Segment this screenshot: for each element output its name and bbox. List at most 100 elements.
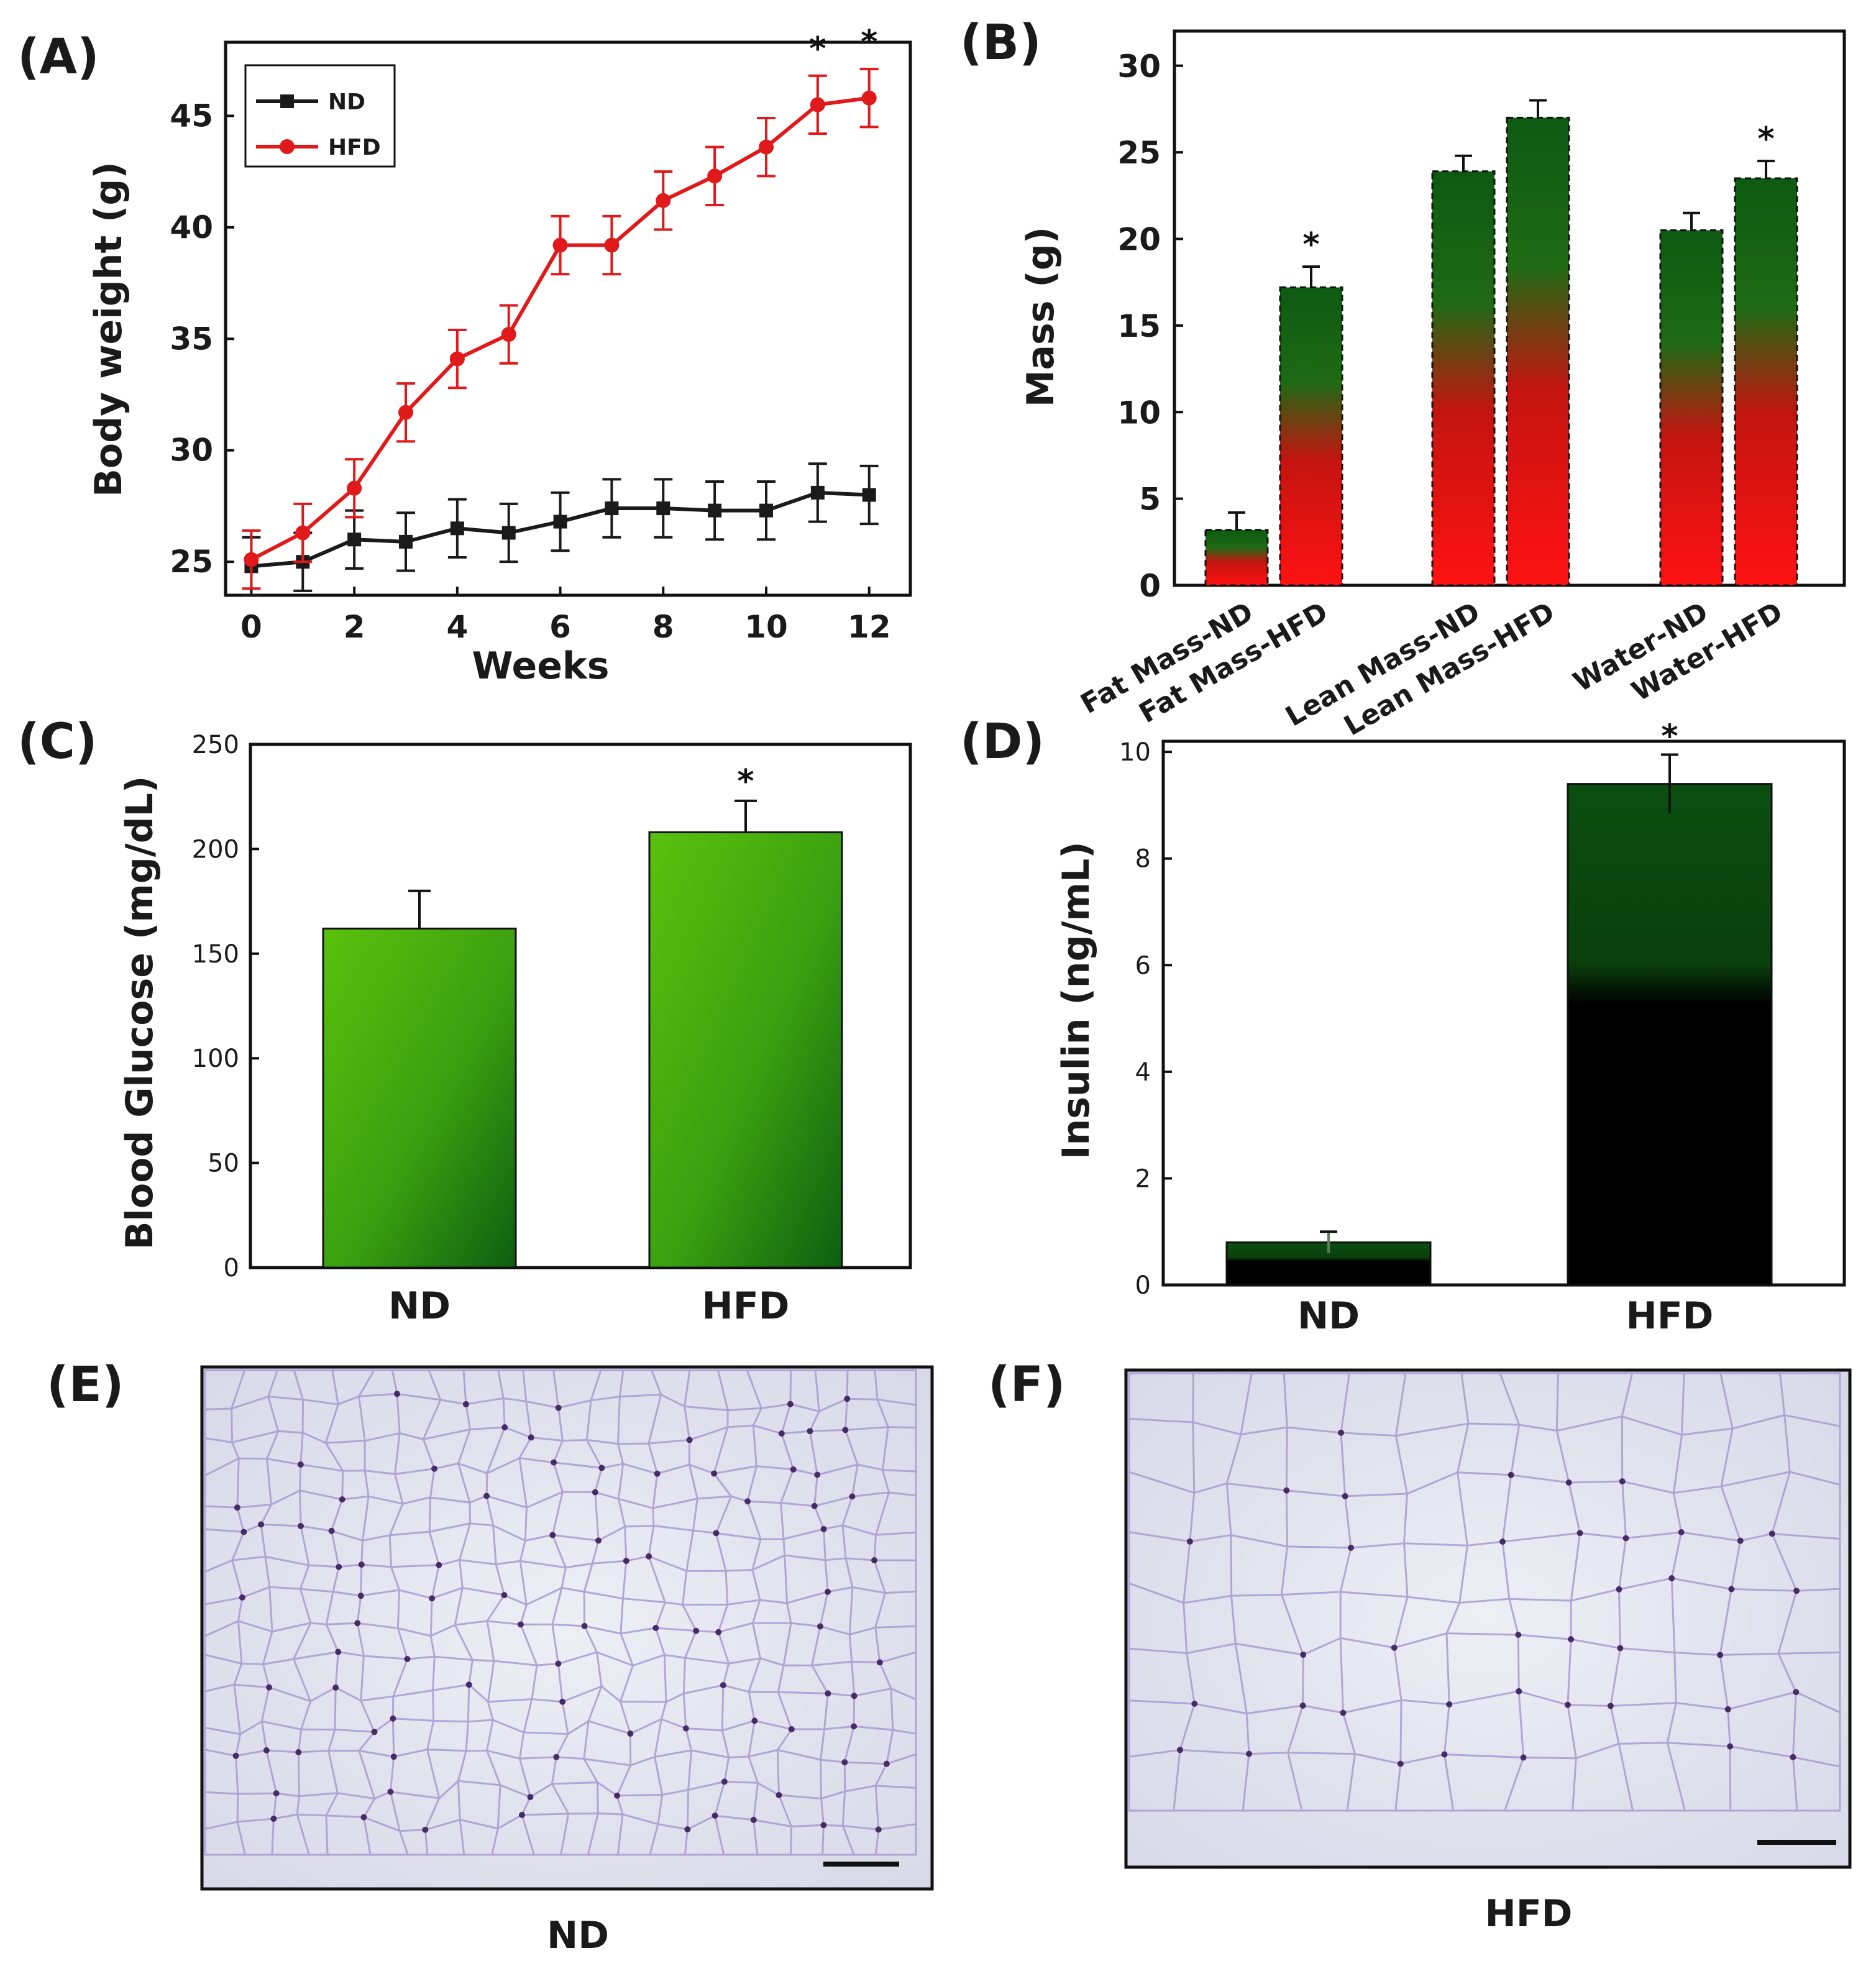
panel-a-y-ticks: 25 30 35 40 45 xyxy=(170,98,234,580)
data-point xyxy=(810,97,825,112)
data-point xyxy=(656,193,671,208)
x-tick-label: 0 xyxy=(240,609,262,645)
panel-d-y-axis-label: Insulin (ng/mL) xyxy=(1055,841,1098,1159)
panel-a-series xyxy=(242,68,879,597)
y-tick-label: 100 xyxy=(192,1045,239,1073)
significance-marker: * xyxy=(737,763,754,800)
panel-c-y-ticks: 0 50 100 150 200 250 xyxy=(192,731,259,1282)
y-tick-label: 45 xyxy=(170,98,213,134)
panel-f-histology: (F) HFD xyxy=(988,1357,1852,1936)
data-point xyxy=(501,327,516,342)
y-tick-label: 30 xyxy=(170,432,213,469)
panel-b-y-axis-label: Mass (g) xyxy=(1019,227,1063,407)
data-point xyxy=(708,503,722,518)
data-point xyxy=(759,139,774,155)
x-tick-label: 4 xyxy=(446,609,468,645)
data-point xyxy=(759,503,773,518)
x-tick-label: 2 xyxy=(344,609,365,645)
bar xyxy=(1659,229,1724,587)
panel-b-label: (B) xyxy=(960,15,1041,71)
significance-marker: * xyxy=(809,30,826,68)
y-tick-label: 4 xyxy=(1135,1058,1151,1087)
data-point xyxy=(398,405,413,420)
y-tick-label: 8 xyxy=(1135,845,1151,874)
y-tick-label: 20 xyxy=(1117,222,1161,258)
x-tick-label: HFD xyxy=(1626,1294,1713,1338)
panel-c-bar-chart: (C) 0 50 100 150 200 250 Blood Glucose (mg/dL… xyxy=(17,714,912,1328)
data-point xyxy=(552,237,568,253)
bar xyxy=(1204,529,1269,587)
panel-d-bar-chart: (D) 0 2 4 6 8 10 Insulin (ng/mL) * ND HFD xyxy=(960,714,1846,1338)
panel-e-caption: ND xyxy=(547,1914,609,1957)
y-tick-label: 6 xyxy=(1135,951,1151,980)
panel-d-x-tick-labels: ND HFD xyxy=(1297,1294,1714,1338)
significance-marker: * xyxy=(1302,226,1319,263)
bar xyxy=(322,927,517,1269)
legend-nd-label: ND xyxy=(328,89,365,115)
panel-c-plot-frame xyxy=(249,743,912,1269)
y-tick-label: 250 xyxy=(192,731,239,759)
panel-d-plot-frame xyxy=(1161,739,1846,1287)
x-tick-label: 10 xyxy=(744,609,788,645)
data-point xyxy=(553,514,567,529)
panel-e-image-frame xyxy=(200,1365,934,1891)
y-tick-label: 200 xyxy=(192,835,239,864)
panel-c-x-tick-labels: ND HFD xyxy=(388,1284,790,1328)
data-point xyxy=(862,488,876,502)
panel-a-x-axis-label: Weeks xyxy=(472,644,609,688)
panel-f-image-frame xyxy=(1124,1368,1852,1869)
legend-hfd-label: HFD xyxy=(328,135,381,160)
bar xyxy=(1279,286,1343,587)
x-tick-label: ND xyxy=(388,1284,451,1328)
data-point xyxy=(605,501,619,516)
panel-f-histology-image xyxy=(1126,1370,1850,1867)
y-tick-label: 25 xyxy=(170,544,213,580)
bar xyxy=(1506,116,1570,587)
panel-a-line-chart: (A) 25 30 35 40 45 0 2 4 6 8 10 12 Body weight (g)… xyxy=(17,24,912,688)
panel-e-histology-image xyxy=(202,1367,932,1889)
x-tick-label: 8 xyxy=(652,609,674,645)
y-tick-label: 0 xyxy=(1139,568,1161,604)
y-tick-label: 150 xyxy=(192,940,239,969)
data-point xyxy=(450,521,464,536)
panel-c-bars: * xyxy=(322,763,843,1269)
panel-c-y-axis-label: Blood Glucose (mg/dL) xyxy=(118,776,162,1250)
x-tick-label: 6 xyxy=(549,609,571,645)
legend-box xyxy=(244,64,396,168)
legend-hfd-marker xyxy=(280,139,295,154)
bar xyxy=(1431,170,1496,587)
legend-nd-marker xyxy=(280,94,294,108)
panel-d-bars: * xyxy=(1225,718,1773,1286)
series-nd xyxy=(242,462,879,597)
panel-f-tissue-cells xyxy=(1128,1372,1841,1812)
panel-a-legend: ND HFD xyxy=(244,64,396,168)
y-tick-label: 0 xyxy=(1135,1271,1151,1300)
x-tick-label: ND xyxy=(1297,1294,1360,1338)
y-tick-label: 0 xyxy=(224,1254,239,1282)
panel-c-label: (C) xyxy=(17,714,98,770)
data-point xyxy=(707,168,723,184)
panel-b-bars: ** xyxy=(1204,99,1798,587)
panel-f-caption: HFD xyxy=(1485,1892,1572,1936)
y-tick-label: 10 xyxy=(1119,738,1151,767)
y-tick-label: 40 xyxy=(170,209,213,245)
data-point xyxy=(449,351,465,367)
y-tick-label: 10 xyxy=(1117,395,1161,431)
bar xyxy=(648,831,843,1269)
panel-a-x-ticks: 0 2 4 6 8 10 12 xyxy=(240,587,891,645)
panel-e-label: (E) xyxy=(47,1357,124,1413)
y-tick-label: 30 xyxy=(1117,48,1161,85)
significance-marker: * xyxy=(1757,121,1774,158)
significance-marker: * xyxy=(861,24,877,61)
data-point xyxy=(347,480,362,496)
series-hfd xyxy=(242,68,879,590)
panel-f-label: (F) xyxy=(988,1357,1066,1413)
y-tick-label: 2 xyxy=(1135,1164,1151,1193)
y-tick-label: 25 xyxy=(1117,135,1161,171)
panel-b-y-ticks: 0 5 10 15 20 25 30 xyxy=(1117,48,1183,604)
panel-d-label: (D) xyxy=(960,714,1045,770)
x-tick-label: HFD xyxy=(702,1284,789,1328)
data-point xyxy=(244,552,259,567)
